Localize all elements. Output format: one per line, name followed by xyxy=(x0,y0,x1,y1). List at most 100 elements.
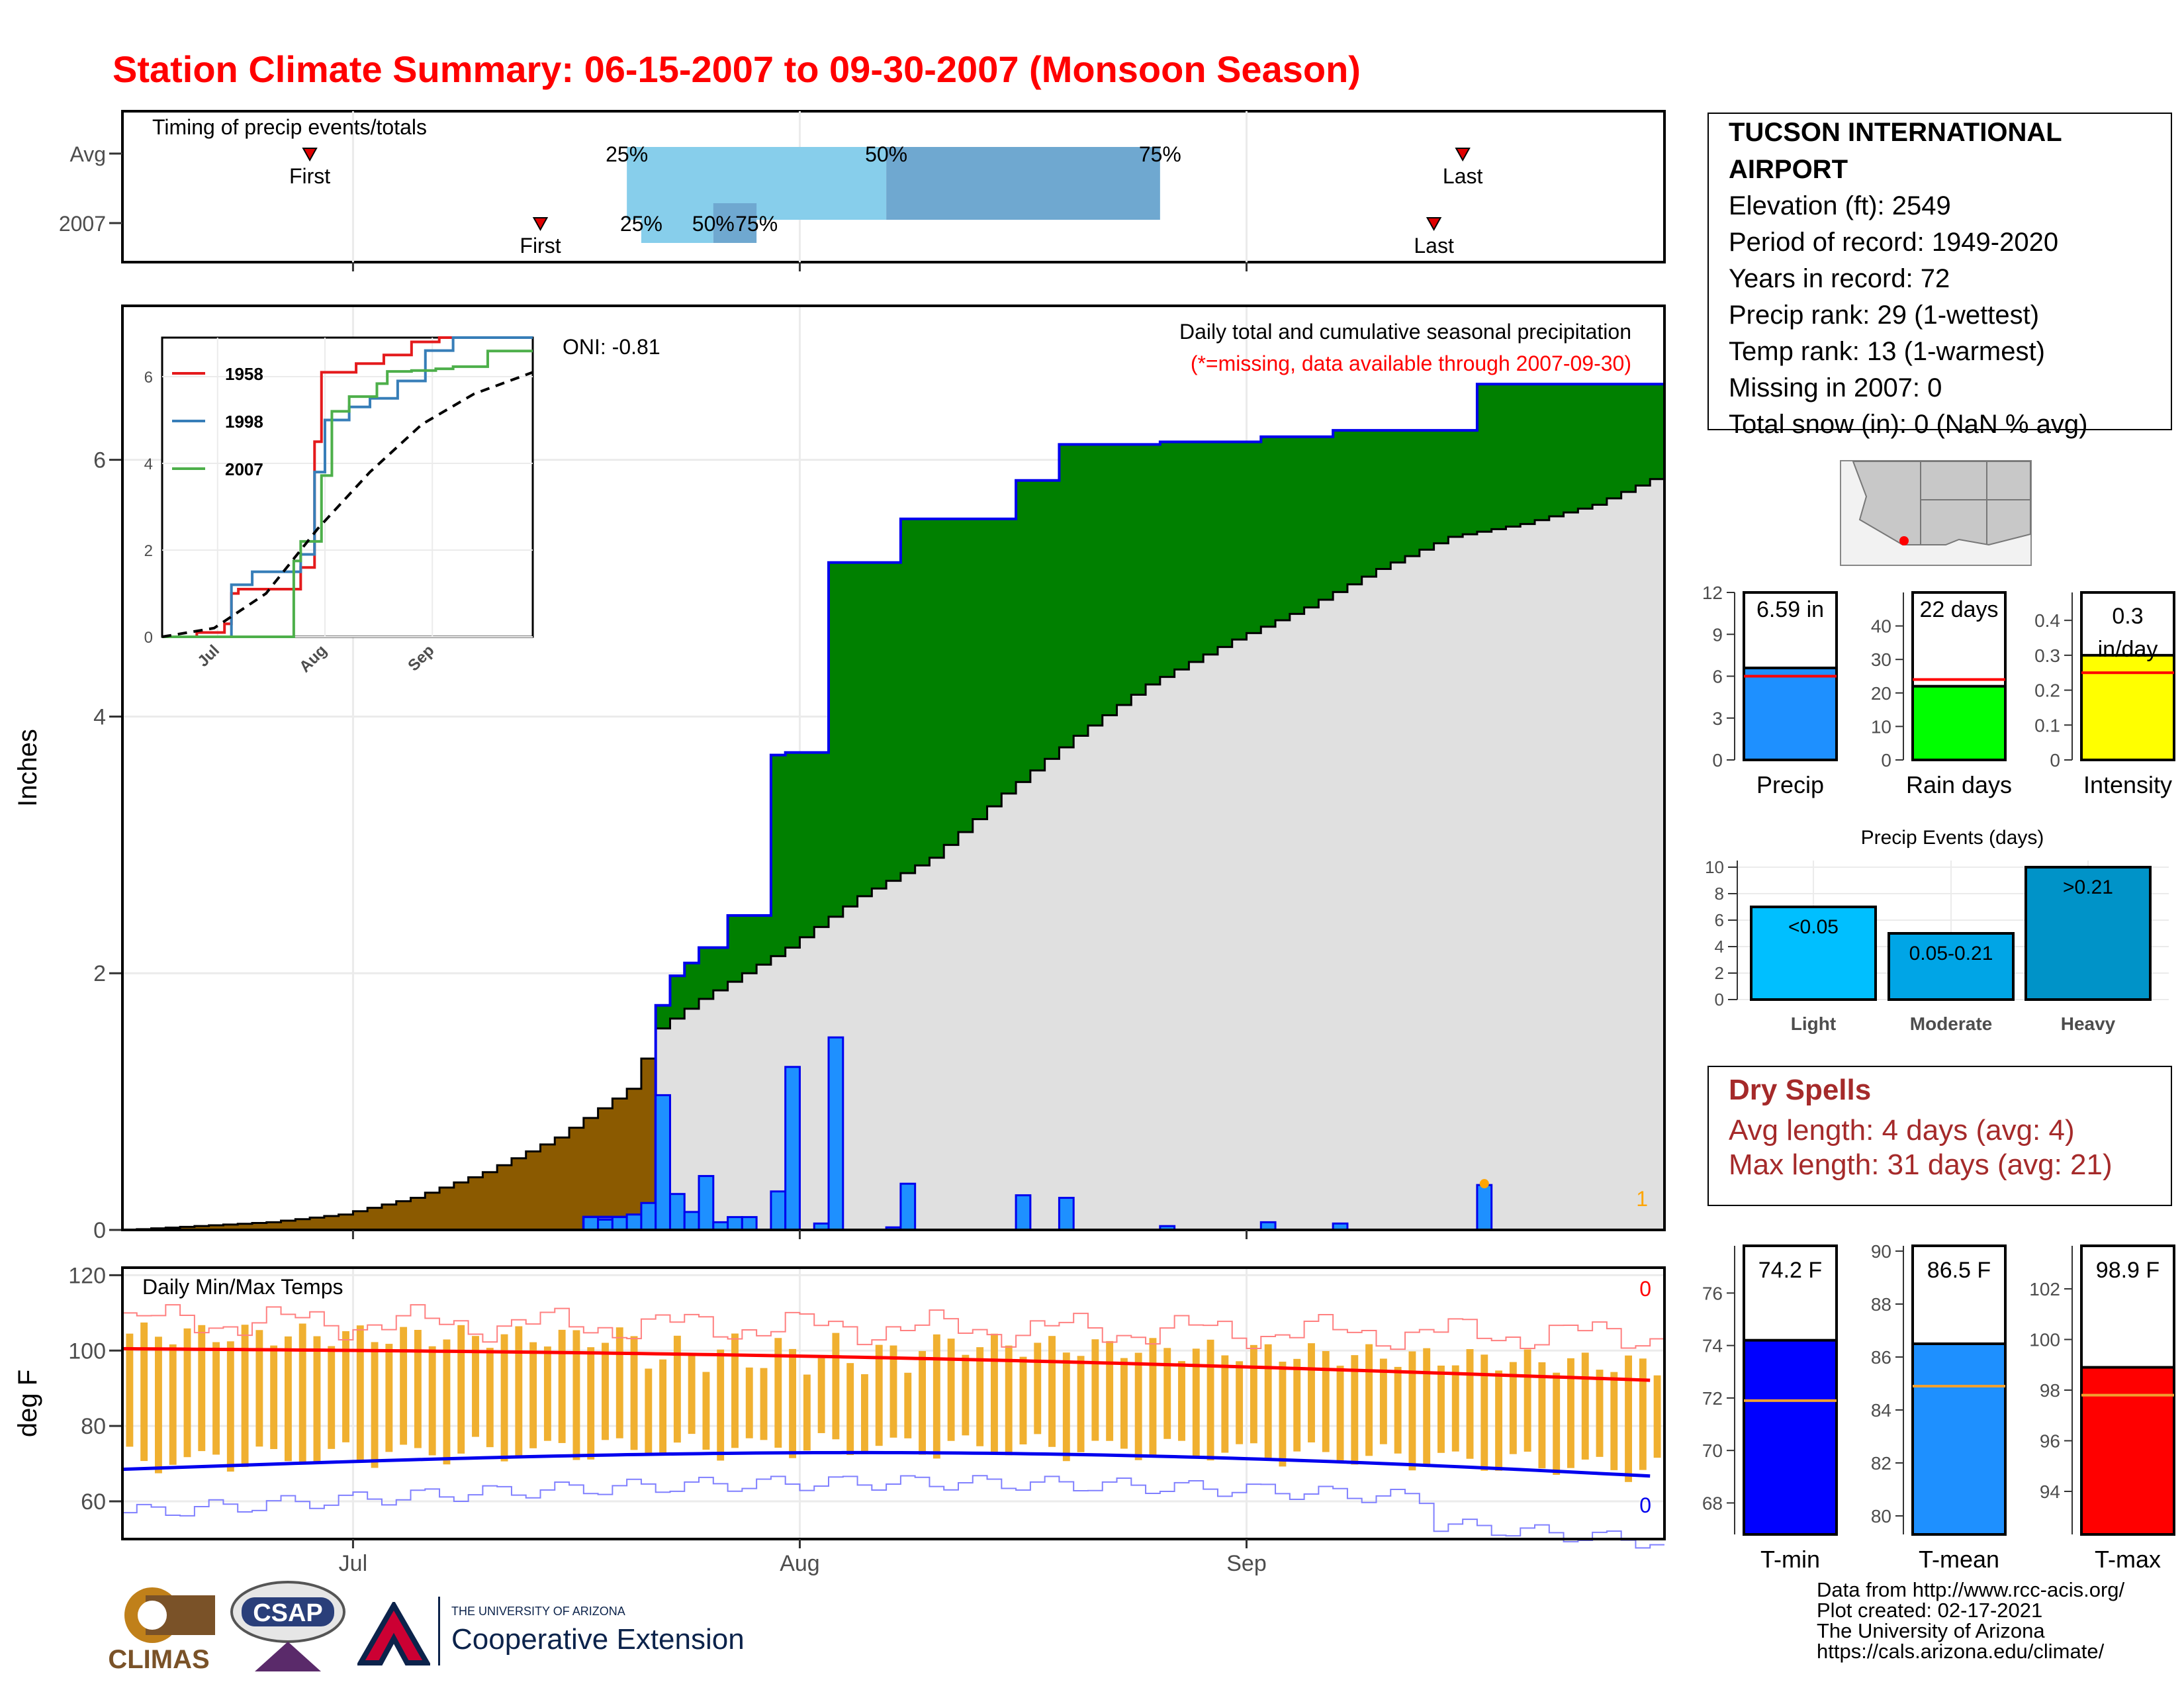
daily-temp-bar xyxy=(428,1346,436,1456)
temp-compare-1-ytick-label: 84 xyxy=(1871,1400,1891,1421)
events-bar-heavy xyxy=(2025,866,2152,1001)
daily-precip-bar xyxy=(655,1094,671,1231)
daily-temp-bar xyxy=(572,1330,580,1460)
timing-bar-q3 xyxy=(886,147,1160,220)
corner-count: 1 xyxy=(1636,1187,1648,1211)
daily-temp-bar xyxy=(313,1336,321,1462)
timing-last-marker xyxy=(1455,148,1471,162)
daily-temp-bar xyxy=(1077,1356,1085,1452)
precip-subtitle: (*=missing, data available through 2007-… xyxy=(1191,352,1631,375)
daily-temp-bar xyxy=(169,1344,177,1465)
temp-compare-1-ytick-label: 90 xyxy=(1871,1241,1891,1262)
timing-p50-label: 50% xyxy=(692,212,735,236)
daily-temp-bar xyxy=(1509,1362,1517,1454)
daily-temp-bar xyxy=(1048,1336,1056,1447)
daily-temp-bar xyxy=(832,1333,840,1440)
daily-temp-bar xyxy=(673,1335,681,1443)
daily-temp-bar xyxy=(1120,1358,1128,1449)
daily-temp-bar xyxy=(284,1336,292,1462)
precip-compare-text: in/day xyxy=(2098,637,2158,662)
oni-annotation: ONI: -0.81 xyxy=(563,335,660,359)
daily-temp-bar xyxy=(615,1327,623,1438)
timing-first-marker xyxy=(532,217,549,232)
temp-compare-2-ytick-label: 96 xyxy=(2040,1430,2060,1451)
daily-temp-bar xyxy=(919,1350,926,1455)
events-xtick-label: Moderate xyxy=(1910,1013,1992,1034)
temps-ylabel: deg F xyxy=(13,1370,42,1437)
temps-ytick-label: 60 xyxy=(81,1489,106,1515)
timing-p25-label: 25% xyxy=(620,212,662,236)
arizona-locator-map xyxy=(1840,460,2032,566)
daily-temp-bar xyxy=(688,1354,696,1434)
temp-compare-2-label: T-max xyxy=(2095,1546,2161,1573)
precip-compare-1-label: Rain days xyxy=(1906,771,2012,798)
temps-ytick-label: 80 xyxy=(81,1414,106,1439)
precip-title: Daily total and cumulative seasonal prec… xyxy=(1179,320,1631,344)
daily-temp-bar xyxy=(1394,1366,1402,1454)
temps-ytick-label: 120 xyxy=(68,1263,106,1288)
temp-compare-1-label: T-mean xyxy=(1919,1546,1999,1573)
daily-temp-bar xyxy=(962,1354,970,1436)
daily-temp-bar xyxy=(1625,1355,1633,1482)
footer-source: Data from http://www.rcc-acis.org/ xyxy=(1817,1578,2125,1601)
ua-a-logo xyxy=(357,1602,430,1665)
daily-temp-bar xyxy=(1408,1351,1416,1471)
dry-spells-max: Max length: 31 days (avg: 21) xyxy=(1729,1149,2113,1181)
daily-temp-bar xyxy=(342,1331,349,1442)
daily-temp-bar xyxy=(472,1336,479,1437)
temps-corner-top: 0 xyxy=(1639,1277,1651,1301)
daily-temp-bar xyxy=(717,1349,725,1461)
precip-compare-2-ytick-label: 0.2 xyxy=(2034,680,2060,701)
daily-temp-bar xyxy=(846,1363,854,1456)
precip-compare-0-ytick-label: 6 xyxy=(1712,667,1723,687)
inset-ytick-label: 6 xyxy=(144,369,153,387)
timing-first-marker xyxy=(302,148,318,162)
daily-temp-bar xyxy=(198,1325,206,1452)
temp-compare-0-bar xyxy=(1743,1338,1838,1536)
precip-compare-text: 0.3 xyxy=(2112,604,2143,629)
daily-temp-bar xyxy=(529,1342,537,1448)
average-cumulative-line xyxy=(122,473,1666,1231)
daily-temp-bar xyxy=(154,1336,162,1474)
daily-precip-bar xyxy=(597,1218,614,1231)
precip-compare-2-ytick-label: 0.4 xyxy=(2034,610,2060,631)
page-title: Station Climate Summary: 06-15-2007 to 0… xyxy=(113,48,1361,90)
timing-last-label: Last xyxy=(1414,234,1454,258)
inset-frame xyxy=(161,336,534,638)
daily-temp-bar xyxy=(1034,1342,1042,1434)
temp-compare-text: 86.5 F xyxy=(1927,1258,1991,1283)
station-precip-rank: Precip rank: 29 (1-wettest) xyxy=(1729,301,2040,330)
temp-compare-1-ytick-label: 88 xyxy=(1871,1294,1891,1315)
dry-spells-box: Dry Spells Avg length: 4 days (avg: 4) M… xyxy=(1707,1066,2172,1206)
daily-temp-bar xyxy=(558,1329,566,1443)
precip-compare-0-label: Precip xyxy=(1756,771,1824,798)
average-area-overlap xyxy=(122,473,1664,1230)
logo-divider xyxy=(438,1597,440,1665)
daily-precip-bar xyxy=(625,1213,643,1231)
timing-last-label: Last xyxy=(1443,164,1483,188)
x-axis-label: Jul xyxy=(339,1551,367,1576)
timing-row-label: Avg xyxy=(69,142,106,166)
ua-small-text: THE UNIVERSITY OF ARIZONA xyxy=(451,1605,625,1618)
x-axis-label: Aug xyxy=(780,1551,820,1576)
daily-temp-bar xyxy=(255,1330,263,1447)
daily-temp-bar xyxy=(270,1345,278,1450)
daily-temp-bar xyxy=(645,1368,653,1456)
timing-title: Timing of precip events/totals xyxy=(152,115,427,139)
daily-temp-bar xyxy=(1538,1362,1546,1469)
daily-temp-bar xyxy=(976,1347,984,1446)
precip-ylabel: Inches xyxy=(13,729,42,807)
daily-precip-bar xyxy=(668,1193,686,1231)
inset-legend-label: 1958 xyxy=(225,364,263,384)
timing-p25-label: 25% xyxy=(606,142,648,166)
daily-precip-bar xyxy=(827,1036,844,1231)
temp-compare-0-ytick-label: 72 xyxy=(1702,1388,1723,1409)
precip-compare-1-ytick-label: 0 xyxy=(1881,750,1891,771)
daily-temp-bar xyxy=(630,1336,638,1450)
precip-compare-0-ytick-label: 3 xyxy=(1712,708,1723,729)
station-temp-rank: Temp rank: 13 (1-warmest) xyxy=(1729,337,2045,366)
daily-temp-bar xyxy=(1451,1365,1459,1452)
daily-temp-bar xyxy=(1279,1362,1287,1467)
footer-created: Plot created: 02-17-2021 xyxy=(1817,1599,2043,1622)
station-snow: Total snow (in): 0 (NaN % avg) xyxy=(1729,410,2088,439)
